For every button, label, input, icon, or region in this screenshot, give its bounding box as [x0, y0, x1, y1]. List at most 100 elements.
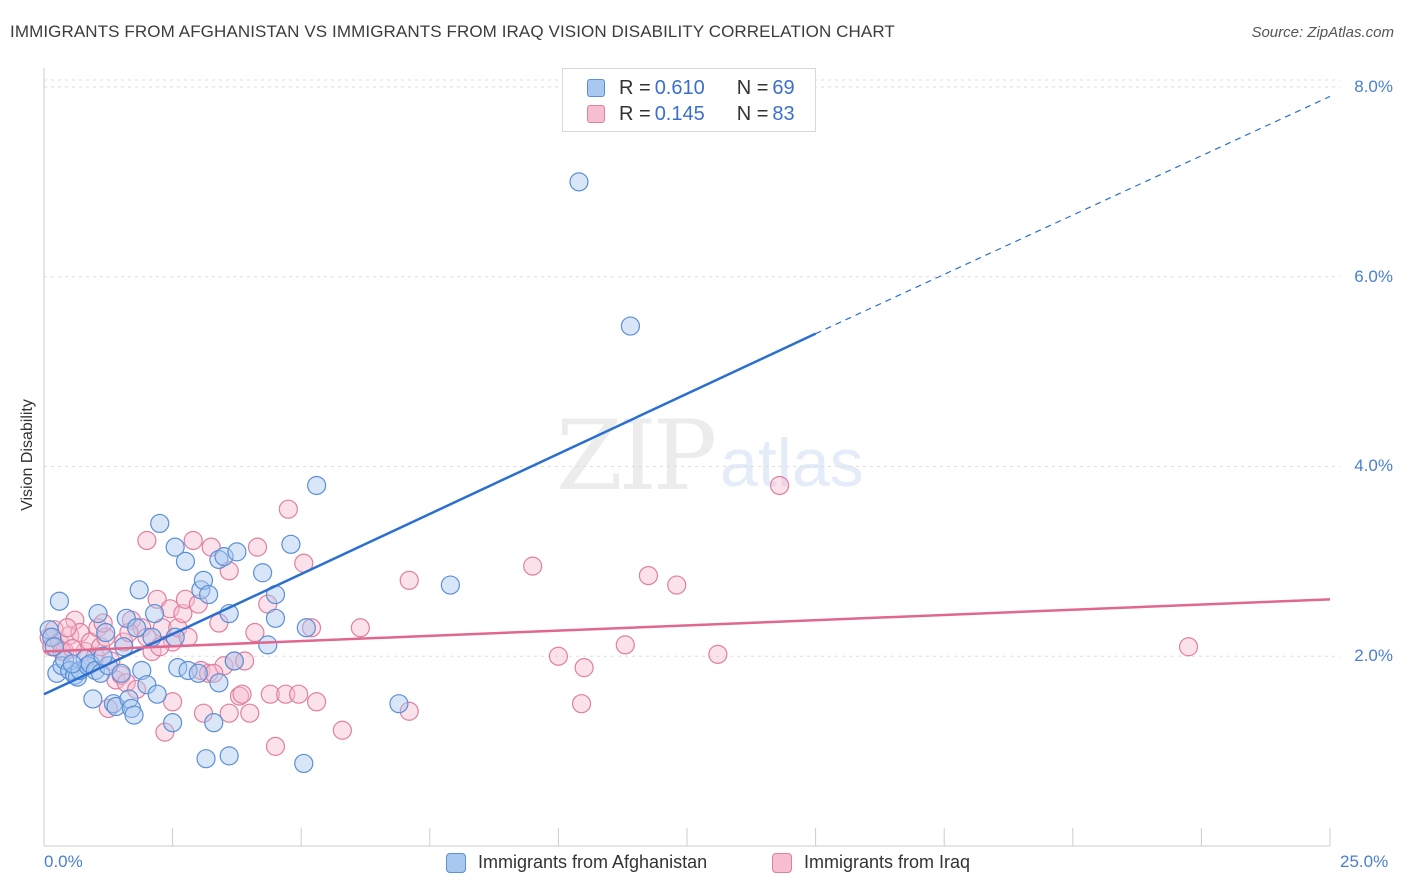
data-point-afghanistan: [62, 654, 82, 674]
legend-series: Immigrants from Afghanistan Immigrants f…: [0, 852, 1406, 878]
data-point-afghanistan: [165, 537, 185, 557]
axes: [43, 68, 1331, 847]
legend-r-label: R =: [619, 102, 651, 125]
data-point-iraq: [175, 589, 196, 609]
data-point-iraq: [116, 673, 136, 693]
data-point-iraq: [1178, 637, 1199, 657]
data-point-iraq: [163, 692, 183, 712]
data-point-iraq: [350, 618, 370, 638]
data-point-afghanistan: [150, 513, 170, 534]
data-point-iraq: [183, 530, 203, 551]
data-point-iraq: [638, 565, 659, 586]
data-point-afghanistan: [126, 618, 147, 638]
data-point-afghanistan: [253, 563, 273, 583]
y-tick-label: 6.0%: [1354, 266, 1393, 286]
data-point-afghanistan: [294, 753, 314, 774]
data-point-afghanistan: [96, 622, 116, 643]
legend-item-iraq[interactable]: Immigrants from Iraq: [772, 852, 970, 873]
data-point-afghanistan: [144, 603, 165, 624]
data-point-iraq: [65, 610, 85, 630]
data-point-afghanistan: [569, 172, 589, 192]
y-tick-label: 4.0%: [1354, 456, 1393, 476]
y-tick-label: 2.0%: [1354, 646, 1393, 666]
data-point-iraq: [278, 499, 298, 519]
data-point-iraq: [260, 684, 280, 704]
data-point-afghanistan: [258, 635, 278, 655]
data-point-afghanistan: [88, 603, 108, 624]
data-point-afghanistan: [129, 580, 149, 600]
legend-n-value: 69: [772, 76, 795, 99]
data-point-iraq: [307, 692, 327, 712]
data-point-afghanistan: [214, 547, 234, 567]
data-point-iraq: [615, 635, 635, 655]
data-point-iraq: [332, 720, 352, 740]
data-point-iraq: [232, 684, 252, 704]
legend-row-afghanistan: R = 0.610 N = 69: [587, 76, 795, 100]
series-afghanistan-points: [39, 172, 641, 774]
legend-item-afghanistan[interactable]: Immigrants from Afghanistan: [446, 852, 707, 873]
data-point-iraq: [574, 658, 594, 678]
legend-row-iraq: R = 0.145 N = 83: [587, 102, 795, 126]
trend-line-iraq: [43, 598, 1331, 653]
legend-swatch-iraq: [772, 852, 792, 873]
data-point-iraq: [301, 618, 322, 638]
data-point-iraq: [548, 646, 569, 666]
legend-r-value: 0.145: [654, 102, 705, 125]
data-point-afghanistan: [175, 551, 196, 571]
data-point-afghanistan: [111, 663, 131, 683]
data-point-afghanistan: [124, 705, 144, 725]
data-point-afghanistan: [296, 618, 316, 638]
legend-r-value: 0.610: [654, 76, 705, 99]
data-point-iraq: [57, 618, 77, 638]
source-credit: Source: ZipAtlas.com: [1251, 24, 1394, 41]
legend-swatch-afghanistan: [446, 852, 466, 873]
watermark-atlas: atlas: [720, 425, 864, 501]
data-point-afghanistan: [227, 542, 247, 562]
data-point-afghanistan: [204, 713, 224, 733]
data-point-afghanistan: [620, 316, 641, 336]
x-tick-label-min: 0.0%: [44, 852, 83, 871]
data-point-iraq: [240, 703, 260, 723]
legend-n-label: N =: [736, 76, 769, 99]
data-point-iraq: [399, 570, 419, 590]
data-point-afghanistan: [389, 694, 409, 714]
data-point-iraq: [147, 589, 167, 609]
data-point-afghanistan: [199, 584, 219, 605]
data-point-afghanistan: [163, 713, 183, 733]
data-point-iraq: [667, 575, 687, 595]
data-point-afghanistan: [209, 673, 229, 693]
data-point-iraq: [96, 627, 116, 647]
data-point-iraq: [173, 603, 193, 624]
legend-n-value: 83: [772, 102, 795, 125]
legend-label-iraq: Immigrants from Iraq: [804, 852, 971, 872]
legend-swatch-iraq: [587, 105, 605, 123]
data-point-afghanistan: [440, 575, 460, 595]
data-point-iraq: [160, 599, 180, 619]
data-point-iraq: [137, 530, 157, 551]
data-point-iraq: [523, 556, 543, 576]
legend-swatch-afghanistan: [587, 79, 605, 97]
data-point-afghanistan: [103, 694, 124, 714]
data-point-iraq: [399, 701, 419, 721]
data-point-iraq: [219, 703, 239, 723]
data-point-iraq: [708, 644, 728, 664]
data-point-afghanistan: [193, 570, 214, 590]
data-point-afghanistan: [224, 651, 244, 671]
y-tick-label: 8.0%: [1354, 76, 1393, 96]
legend-stats: R = 0.610 N = 69 R = 0.145 N = 83: [562, 68, 816, 132]
grid-lines: [44, 79, 1340, 657]
data-point-afghanistan: [49, 591, 70, 611]
data-point-iraq: [245, 622, 265, 643]
data-point-afghanistan: [265, 608, 286, 628]
chart-title: IMMIGRANTS FROM AFGHANISTAN VS IMMIGRANT…: [10, 22, 895, 41]
data-point-iraq: [204, 663, 224, 683]
data-point-afghanistan: [196, 749, 216, 769]
trend-lines: [43, 95, 1331, 696]
legend-r-label: R =: [619, 76, 651, 99]
data-point-iraq: [571, 694, 592, 714]
data-point-iraq: [265, 736, 286, 756]
data-point-afghanistan: [209, 549, 229, 570]
data-point-iraq: [114, 632, 134, 652]
data-point-iraq: [247, 537, 268, 557]
